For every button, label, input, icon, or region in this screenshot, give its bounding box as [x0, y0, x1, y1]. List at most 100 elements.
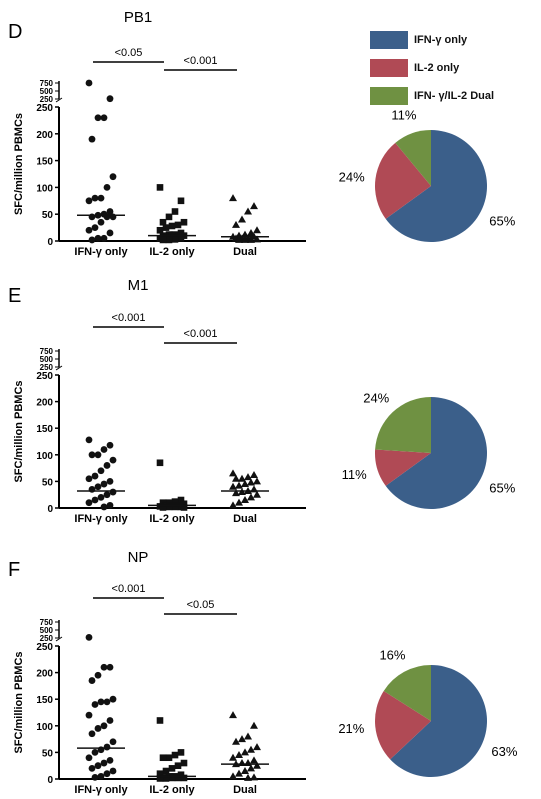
data-point-square: [171, 751, 179, 759]
data-point-circle: [97, 746, 105, 754]
y-tick-label: 150: [36, 157, 53, 168]
x-category-label: Dual: [233, 513, 257, 525]
data-point-triangle: [235, 481, 243, 489]
data-point-circle: [97, 194, 105, 202]
y-axis-label: SFC/million PBMCs: [13, 113, 25, 215]
data-point-square: [180, 774, 188, 782]
data-point-circle: [109, 767, 117, 775]
x-category-label: IL-2 only: [149, 246, 195, 258]
data-point-circle: [106, 478, 114, 485]
data-point-square: [162, 224, 170, 231]
pie-slice: [385, 397, 487, 509]
legend-item-dual: IFN- γ/IL-2 Dual: [370, 84, 494, 108]
significance-label: <0.001: [112, 583, 146, 595]
data-point-circle: [85, 475, 93, 483]
data-point-square: [156, 226, 164, 234]
y-break-tick-label: 750: [40, 347, 54, 356]
data-point-circle: [103, 462, 111, 469]
data-point-circle: [97, 493, 105, 501]
panel-letter: D: [8, 21, 22, 43]
data-point-triangle: [232, 489, 240, 497]
pie-label: 21%: [338, 721, 364, 736]
data-point-square: [165, 236, 173, 244]
data-point-triangle: [229, 772, 237, 780]
data-point-square: [162, 775, 170, 782]
data-point-square: [171, 236, 179, 243]
pie-label: 63%: [491, 744, 517, 759]
data-point-triangle: [250, 202, 258, 210]
data-point-circle: [91, 472, 99, 480]
data-point-square: [165, 503, 173, 511]
data-point-circle: [103, 770, 111, 778]
data-point-circle: [103, 743, 111, 751]
legend-label-il2: IL-2 only: [414, 62, 460, 74]
panel-letter: E: [8, 285, 21, 307]
data-point-circle: [85, 633, 93, 641]
data-point-square: [159, 504, 167, 511]
data-point-circle: [91, 224, 99, 232]
data-point-square: [156, 770, 164, 777]
data-point-circle: [106, 229, 114, 237]
y-axis-break-mark: [55, 97, 63, 103]
data-point-triangle: [253, 743, 261, 751]
data-point-square: [180, 218, 188, 226]
data-point-triangle: [253, 490, 261, 498]
pie-label: 24%: [339, 169, 365, 184]
data-point-circle: [109, 488, 117, 496]
data-point-triangle: [232, 474, 240, 482]
data-point-circle: [91, 749, 99, 756]
y-tick-label: 100: [36, 722, 53, 733]
y-tick-label: 200: [36, 669, 53, 680]
y-break-tick-label: 750: [40, 79, 54, 88]
data-point-square: [156, 459, 164, 467]
data-point-circle: [106, 501, 114, 509]
data-point-square: [165, 754, 173, 762]
data-point-triangle: [235, 235, 243, 243]
significance-label: <0.001: [184, 328, 218, 340]
data-point-triangle: [247, 764, 255, 772]
pie-slice: [375, 397, 431, 453]
y-tick-label: 50: [42, 748, 54, 759]
x-category-label: IL-2 only: [149, 513, 195, 525]
data-point-square: [171, 208, 179, 215]
data-point-triangle: [232, 220, 240, 228]
data-point-circle: [109, 738, 117, 746]
data-point-circle: [94, 671, 102, 679]
data-point-square: [156, 775, 164, 782]
data-point-circle: [103, 698, 111, 706]
y-tick-label: 150: [36, 424, 53, 435]
data-point-triangle: [250, 773, 258, 781]
data-point-circle: [88, 764, 96, 772]
data-point-circle: [94, 114, 102, 122]
data-point-circle: [94, 451, 102, 459]
data-point-circle: [85, 754, 93, 762]
legend: IFN-γ only IL-2 only IFN- γ/IL-2 Dual: [370, 28, 494, 112]
data-point-circle: [85, 79, 93, 87]
y-tick-label: 100: [36, 451, 53, 462]
pie-slice: [375, 449, 431, 486]
legend-label-dual: IFN- γ/IL-2 Dual: [414, 90, 495, 102]
data-point-triangle: [241, 235, 249, 243]
data-point-circle: [106, 717, 114, 724]
data-point-triangle: [247, 745, 255, 753]
data-point-triangle: [250, 756, 258, 764]
data-point-circle: [109, 213, 117, 221]
data-point-circle: [85, 226, 93, 234]
data-point-circle: [97, 698, 105, 706]
pie-slice: [390, 665, 488, 778]
y-break-tick-label: 250: [40, 95, 54, 104]
x-category-label: Dual: [233, 246, 257, 258]
data-point-circle: [97, 218, 105, 226]
pie-label: 11%: [342, 467, 367, 482]
data-point-triangle: [253, 226, 261, 234]
data-point-triangle: [229, 482, 237, 490]
data-point-triangle: [253, 761, 261, 769]
data-point-circle: [100, 234, 108, 242]
data-point-square: [174, 762, 182, 769]
pie-slice: [374, 142, 431, 219]
pie-label: 65%: [489, 214, 515, 229]
data-point-triangle: [247, 478, 255, 486]
y-tick-label: 250: [36, 642, 53, 653]
y-break-tick-label: 750: [40, 618, 54, 627]
